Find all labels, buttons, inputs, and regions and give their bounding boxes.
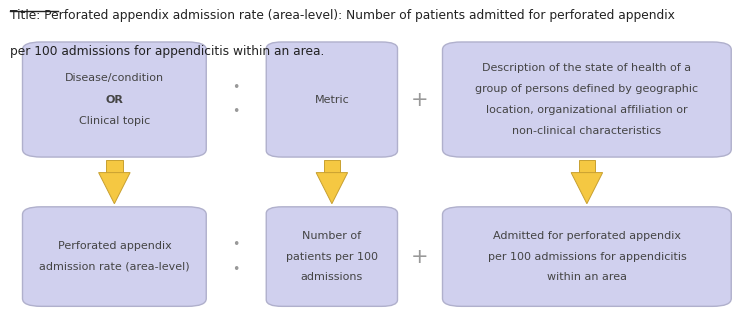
Text: non-clinical characteristics: non-clinical characteristics (512, 126, 662, 136)
Text: +: + (411, 247, 429, 267)
Polygon shape (572, 173, 603, 204)
FancyBboxPatch shape (324, 160, 340, 173)
Text: •: • (232, 105, 240, 118)
Text: admission rate (area-level): admission rate (area-level) (39, 262, 190, 272)
Text: Perforated appendix: Perforated appendix (58, 241, 171, 252)
Text: per 100 admissions for appendicitis: per 100 admissions for appendicitis (488, 252, 686, 262)
FancyBboxPatch shape (22, 42, 206, 157)
Text: OR: OR (106, 95, 123, 104)
FancyBboxPatch shape (579, 160, 596, 173)
Text: group of persons defined by geographic: group of persons defined by geographic (476, 84, 698, 94)
FancyBboxPatch shape (106, 160, 122, 173)
Text: •: • (232, 81, 240, 94)
FancyBboxPatch shape (266, 42, 398, 157)
FancyBboxPatch shape (442, 207, 731, 306)
Polygon shape (316, 173, 347, 204)
Text: •: • (232, 238, 240, 251)
Text: •: • (232, 262, 240, 276)
Text: Title: Perforated appendix admission rate (area-level): Number of patients admit: Title: Perforated appendix admission rat… (10, 9, 675, 22)
Text: Number of: Number of (302, 231, 362, 241)
Text: within an area: within an area (547, 272, 627, 282)
Text: Admitted for perforated appendix: Admitted for perforated appendix (493, 231, 681, 241)
Text: patients per 100: patients per 100 (286, 252, 378, 262)
Text: +: + (411, 90, 429, 109)
Text: admissions: admissions (301, 272, 363, 282)
Text: Metric: Metric (314, 95, 350, 104)
FancyBboxPatch shape (22, 207, 206, 306)
Polygon shape (99, 173, 130, 204)
Text: Disease/condition: Disease/condition (64, 73, 164, 83)
Text: Clinical topic: Clinical topic (79, 116, 150, 126)
Text: per 100 admissions for appendicitis within an area.: per 100 admissions for appendicitis with… (10, 45, 324, 58)
Text: Description of the state of health of a: Description of the state of health of a (482, 63, 692, 73)
FancyBboxPatch shape (266, 207, 398, 306)
FancyBboxPatch shape (442, 42, 731, 157)
Text: location, organizational affiliation or: location, organizational affiliation or (486, 105, 688, 115)
